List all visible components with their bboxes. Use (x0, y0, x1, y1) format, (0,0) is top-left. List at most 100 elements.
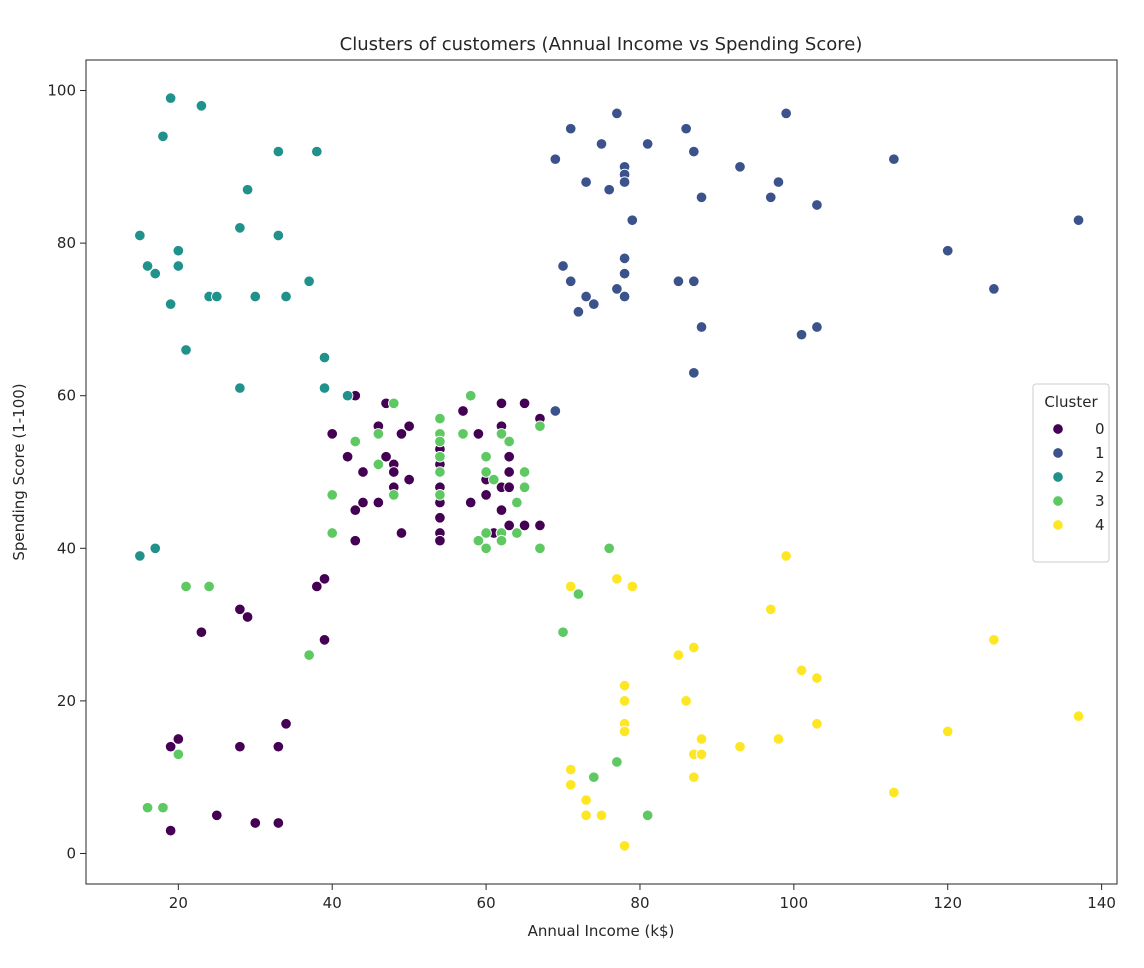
data-point-cluster-0 (457, 405, 469, 417)
x-tick-label: 80 (630, 894, 649, 912)
data-point-cluster-3 (434, 489, 446, 501)
data-point-cluster-3 (388, 397, 400, 410)
data-point-cluster-3 (641, 809, 654, 822)
y-tick-label: 20 (57, 692, 76, 710)
data-point-cluster-0 (211, 809, 223, 822)
data-point-cluster-1 (572, 306, 585, 318)
x-tick-label: 60 (477, 894, 496, 912)
data-point-cluster-3 (326, 527, 338, 539)
data-point-cluster-4 (672, 649, 685, 661)
legend-marker-2 (1052, 471, 1064, 483)
data-point-cluster-1 (641, 138, 654, 150)
data-point-cluster-4 (695, 733, 708, 745)
data-point-cluster-0 (518, 519, 531, 532)
data-point-cluster-0 (403, 420, 415, 432)
data-point-cluster-1 (680, 122, 692, 135)
data-point-cluster-2 (149, 267, 161, 280)
x-axis: 20 40 60 80 100 120 140 (169, 884, 1116, 912)
data-point-cluster-3 (434, 435, 446, 448)
data-point-cluster-0 (495, 504, 508, 516)
data-point-cluster-1 (688, 367, 700, 379)
data-point-cluster-0 (503, 481, 515, 494)
data-point-cluster-4 (564, 763, 577, 776)
data-point-cluster-0 (326, 428, 338, 440)
x-tick-label: 20 (169, 894, 188, 912)
data-point-cluster-1 (618, 267, 631, 280)
data-point-cluster-0 (480, 489, 492, 501)
data-point-cluster-4 (595, 809, 608, 822)
legend-marker-0 (1052, 423, 1064, 435)
chart-title: Clusters of customers (Annual Income vs … (340, 34, 863, 55)
data-point-cluster-0 (172, 733, 185, 745)
legend-box (1032, 383, 1110, 563)
data-point-cluster-4 (772, 733, 785, 745)
y-tick-label: 100 (47, 82, 76, 100)
data-point-cluster-3 (495, 428, 508, 440)
legend-label-0: 0 (1095, 420, 1105, 438)
data-point-cluster-1 (811, 321, 823, 333)
data-point-cluster-3 (303, 649, 315, 661)
data-point-cluster-1 (695, 321, 708, 333)
data-point-cluster-4 (695, 748, 708, 761)
data-point-cluster-2 (172, 260, 185, 272)
data-point-cluster-3 (557, 626, 569, 638)
data-point-cluster-3 (434, 466, 446, 478)
data-point-cluster-2 (134, 550, 146, 562)
data-point-cluster-4 (618, 725, 631, 738)
data-point-cluster-1 (672, 275, 685, 288)
data-point-cluster-1 (688, 145, 700, 158)
x-tick-label: 40 (323, 894, 342, 912)
data-point-cluster-3 (511, 496, 523, 509)
data-point-cluster-3 (503, 435, 515, 448)
data-point-cluster-4 (888, 786, 900, 799)
data-point-cluster-2 (180, 344, 192, 356)
data-point-cluster-2 (164, 298, 177, 310)
data-point-cluster-3 (172, 748, 185, 761)
data-point-cluster-2 (134, 229, 146, 242)
legend-label-1: 1 (1095, 444, 1105, 462)
data-point-cluster-1 (557, 260, 569, 272)
data-point-cluster-3 (572, 588, 585, 600)
data-point-cluster-3 (480, 527, 492, 539)
data-point-cluster-3 (434, 450, 446, 463)
data-point-cluster-1 (580, 176, 592, 188)
data-point-cluster-2 (318, 382, 331, 394)
plot-area (85, 59, 1118, 885)
data-point-cluster-0 (357, 496, 369, 509)
data-point-cluster-4 (580, 794, 592, 806)
data-point-cluster-0 (534, 519, 546, 532)
data-point-cluster-3 (372, 428, 385, 440)
data-point-cluster-0 (403, 473, 415, 486)
data-point-cluster-3 (372, 458, 385, 471)
data-point-cluster-1 (780, 107, 792, 120)
data-point-cluster-2 (303, 275, 315, 288)
data-point-cluster-0 (372, 496, 385, 509)
data-point-cluster-4 (765, 603, 777, 616)
data-point-cluster-1 (588, 298, 600, 310)
data-point-cluster-3 (464, 389, 477, 402)
data-point-cluster-4 (688, 641, 700, 654)
legend-marker-3 (1052, 495, 1064, 507)
data-point-cluster-0 (234, 603, 246, 616)
data-point-cluster-1 (811, 199, 823, 211)
data-point-cluster-0 (272, 740, 285, 753)
data-point-cluster-2 (311, 145, 323, 158)
data-point-cluster-3 (480, 466, 492, 478)
legend-label-2: 2 (1095, 468, 1105, 486)
data-point-cluster-2 (149, 542, 161, 555)
data-point-cluster-0 (280, 718, 292, 730)
data-point-cluster-0 (311, 580, 323, 593)
data-point-cluster-4 (626, 580, 639, 593)
data-point-cluster-4 (564, 779, 577, 791)
data-point-cluster-3 (480, 450, 492, 463)
data-point-cluster-0 (395, 527, 408, 539)
data-point-cluster-1 (618, 290, 631, 303)
data-point-cluster-1 (988, 283, 1000, 295)
data-point-cluster-1 (549, 153, 562, 165)
data-point-cluster-3 (611, 756, 623, 768)
data-point-cluster-1 (765, 191, 777, 204)
data-point-cluster-0 (234, 740, 246, 753)
y-tick-label: 0 (66, 844, 76, 862)
data-point-cluster-0 (503, 450, 515, 463)
